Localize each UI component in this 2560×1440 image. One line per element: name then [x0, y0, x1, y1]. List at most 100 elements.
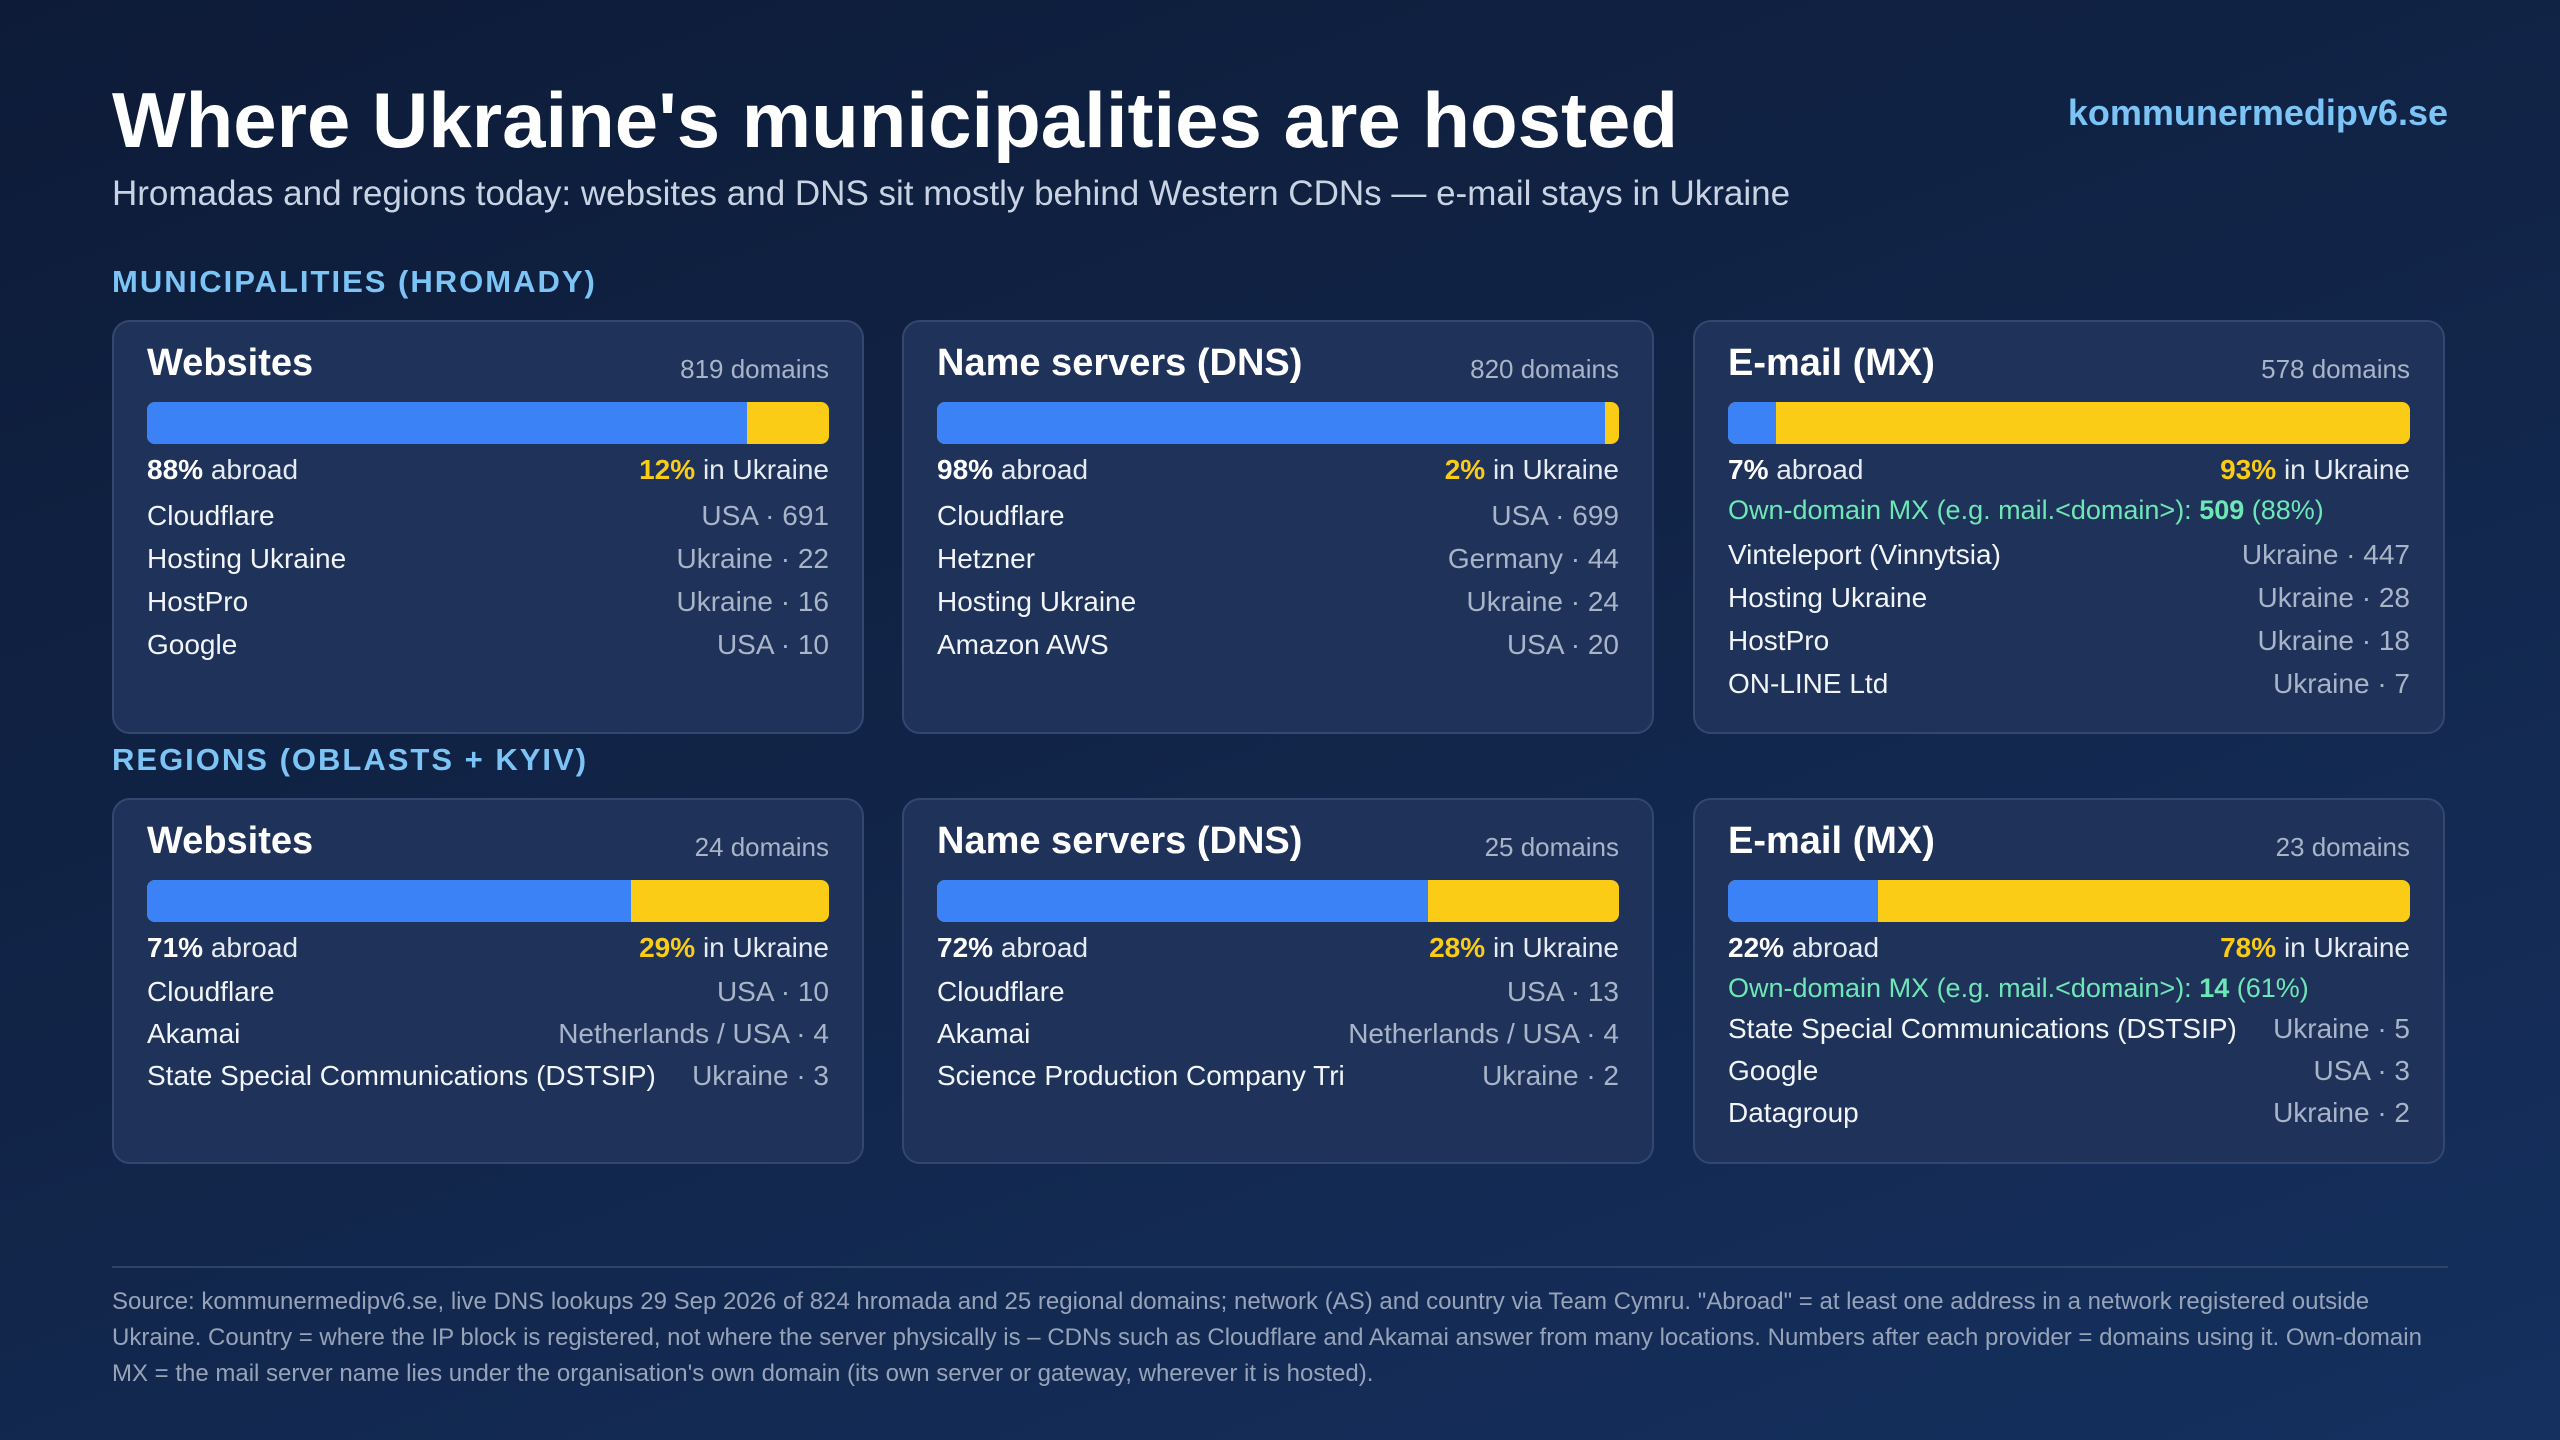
- ukraine-label: in Ukraine: [2283, 454, 2410, 485]
- abroad-share: 71% abroad: [147, 932, 298, 964]
- provider-name: Google: [147, 629, 238, 660]
- provider-detail: Netherlands / USA · 4: [1348, 1018, 1619, 1049]
- provider-detail: USA · 13: [1506, 976, 1619, 1007]
- provider-name: HostPro: [147, 586, 249, 617]
- ukraine-pct: 29%: [639, 932, 696, 963]
- provider-row: Hosting Ukraine Ukraine · 24: [937, 586, 1619, 629]
- share-split: 7% abroad 93% in Ukraine: [1728, 454, 2410, 494]
- own-domain-mx: Own-domain MX (e.g. mail.<domain>): 14 (…: [1728, 973, 2410, 1004]
- card-municipal-dns: Name servers (DNS) 820 domains 98% abroa…: [902, 320, 1654, 734]
- provider-name: Cloudflare: [147, 976, 275, 1007]
- card-title: Websites: [147, 342, 314, 384]
- ukraine-bar-segment: [147, 402, 829, 444]
- provider-detail: Ukraine · 3: [692, 1060, 829, 1091]
- abroad-share: 22% abroad: [1728, 932, 1879, 964]
- abroad-label: abroad: [1776, 454, 1864, 485]
- ukraine-bar-segment: [1728, 880, 2410, 922]
- abroad-share: 98% abroad: [937, 454, 1088, 486]
- page-title: Where Ukraine's municipalities are hoste…: [112, 76, 1679, 164]
- card-title: Websites: [147, 820, 314, 862]
- ukraine-pct: 2%: [1444, 454, 1486, 485]
- provider-list: State Special Communications (DSTSIP) Ukr…: [1728, 1013, 2410, 1139]
- provider-detail: Ukraine · 22: [676, 543, 829, 574]
- section-heading-regions: REGIONS (OBLASTS + KYIV): [112, 742, 589, 777]
- ukraine-label: in Ukraine: [2283, 932, 2410, 963]
- abroad-share: 7% abroad: [1728, 454, 1863, 486]
- card-regional-mx: E-mail (MX) 23 domains 22% abroad 78% in…: [1693, 798, 2445, 1164]
- provider-name: State Special Communications (DSTSIP): [147, 1060, 656, 1091]
- domain-count: 24 domains: [694, 832, 829, 862]
- ukraine-pct: 78%: [2220, 932, 2277, 963]
- card-header: E-mail (MX) 23 domains: [1728, 820, 2410, 870]
- provider-row: Hosting Ukraine Ukraine · 22: [147, 543, 829, 586]
- card-regional-dns: Name servers (DNS) 25 domains 72% abroad…: [902, 798, 1654, 1164]
- provider-detail: Netherlands / USA · 4: [558, 1018, 829, 1049]
- abroad-share: 72% abroad: [937, 932, 1088, 964]
- provider-name: Akamai: [937, 1018, 1031, 1049]
- section-heading-municipalities: MUNICIPALITIES (HROMADY): [112, 264, 597, 299]
- provider-list: Cloudflare USA · 699 Hetzner Germany · 44 …: [937, 500, 1619, 672]
- card-regional-websites: Websites 24 domains 71% abroad 29% in Uk…: [112, 798, 864, 1164]
- provider-name: HostPro: [1728, 625, 1830, 656]
- provider-list: Cloudflare USA · 13 Akamai Netherlands / U…: [937, 976, 1619, 1102]
- abroad-label: abroad: [210, 932, 299, 963]
- card-header: Name servers (DNS) 25 domains: [937, 820, 1619, 870]
- provider-detail: USA · 691: [701, 500, 829, 531]
- provider-name: Akamai: [147, 1018, 241, 1049]
- abroad-pct: 72%: [937, 932, 994, 963]
- ukraine-bar-segment: [1728, 402, 2410, 444]
- provider-name: Cloudflare: [937, 500, 1065, 531]
- abroad-label: abroad: [1000, 932, 1089, 963]
- provider-name: Google: [1728, 1055, 1819, 1086]
- provider-name: State Special Communications (DSTSIP): [1728, 1013, 2237, 1044]
- abroad-label: abroad: [1000, 454, 1089, 485]
- provider-detail: Ukraine · 28: [2257, 582, 2410, 613]
- card-title: E-mail (MX): [1728, 820, 1935, 862]
- abroad-share: 88% abroad: [147, 454, 298, 486]
- ukraine-bar-segment: [147, 880, 829, 922]
- provider-detail: Ukraine · 5: [2273, 1013, 2410, 1044]
- share-split: 88% abroad 12% in Ukraine: [147, 454, 829, 494]
- provider-name: Science Production Company Tri: [937, 1060, 1345, 1091]
- provider-name: Vinteleport (Vinnytsia): [1728, 539, 2001, 570]
- provider-detail: Ukraine · 18: [2257, 625, 2410, 656]
- provider-row: Hosting Ukraine Ukraine · 28: [1728, 582, 2410, 625]
- provider-row: ON-LINE Ltd Ukraine · 7: [1728, 668, 2410, 711]
- provider-name: Cloudflare: [147, 500, 275, 531]
- share-split: 98% abroad 2% in Ukraine: [937, 454, 1619, 494]
- provider-detail: Ukraine · 16: [676, 586, 829, 617]
- ukraine-label: in Ukraine: [1492, 932, 1619, 963]
- abroad-label: abroad: [1791, 932, 1880, 963]
- abroad-bar-segment: [147, 402, 748, 444]
- abroad-bar-segment: [937, 880, 1429, 922]
- own-mx-value: 509: [2199, 495, 2245, 525]
- abroad-pct: 71%: [147, 932, 204, 963]
- site-link[interactable]: kommunermedipv6.se: [2067, 92, 2448, 133]
- provider-row: Google USA · 10: [147, 629, 829, 672]
- domain-count: 23 domains: [2275, 832, 2410, 862]
- provider-row: Akamai Netherlands / USA · 4: [937, 1018, 1619, 1060]
- footer-divider: [112, 1266, 2448, 1268]
- provider-list: Cloudflare USA · 691 Hosting Ukraine Ukrai…: [147, 500, 829, 672]
- provider-row: State Special Communications (DSTSIP) Ukr…: [1728, 1013, 2410, 1055]
- provider-list: Cloudflare USA · 10 Akamai Netherlands / U…: [147, 976, 829, 1102]
- provider-row: Cloudflare USA · 691: [147, 500, 829, 543]
- ukraine-label: in Ukraine: [702, 932, 829, 963]
- abroad-pct: 98%: [937, 454, 994, 485]
- ukraine-pct: 93%: [2220, 454, 2277, 485]
- card-header: Name servers (DNS) 820 domains: [937, 342, 1619, 392]
- abroad-label: abroad: [210, 454, 299, 485]
- card-header: E-mail (MX) 578 domains: [1728, 342, 2410, 392]
- share-split: 72% abroad 28% in Ukraine: [937, 932, 1619, 972]
- provider-name: Hosting Ukraine: [147, 543, 347, 574]
- share-split: 22% abroad 78% in Ukraine: [1728, 932, 2410, 972]
- provider-name: Datagroup: [1728, 1097, 1859, 1128]
- abroad-bar-segment: [1728, 880, 1879, 922]
- ukraine-label: in Ukraine: [1492, 454, 1619, 485]
- provider-detail: USA · 10: [716, 629, 829, 660]
- provider-row: Cloudflare USA · 699: [937, 500, 1619, 543]
- abroad-bar-segment: [1728, 402, 1776, 444]
- provider-row: Amazon AWS USA · 20: [937, 629, 1619, 672]
- source-note: Source: kommunermedipv6.se, live DNS loo…: [112, 1288, 2422, 1387]
- provider-row: Cloudflare USA · 13: [937, 976, 1619, 1018]
